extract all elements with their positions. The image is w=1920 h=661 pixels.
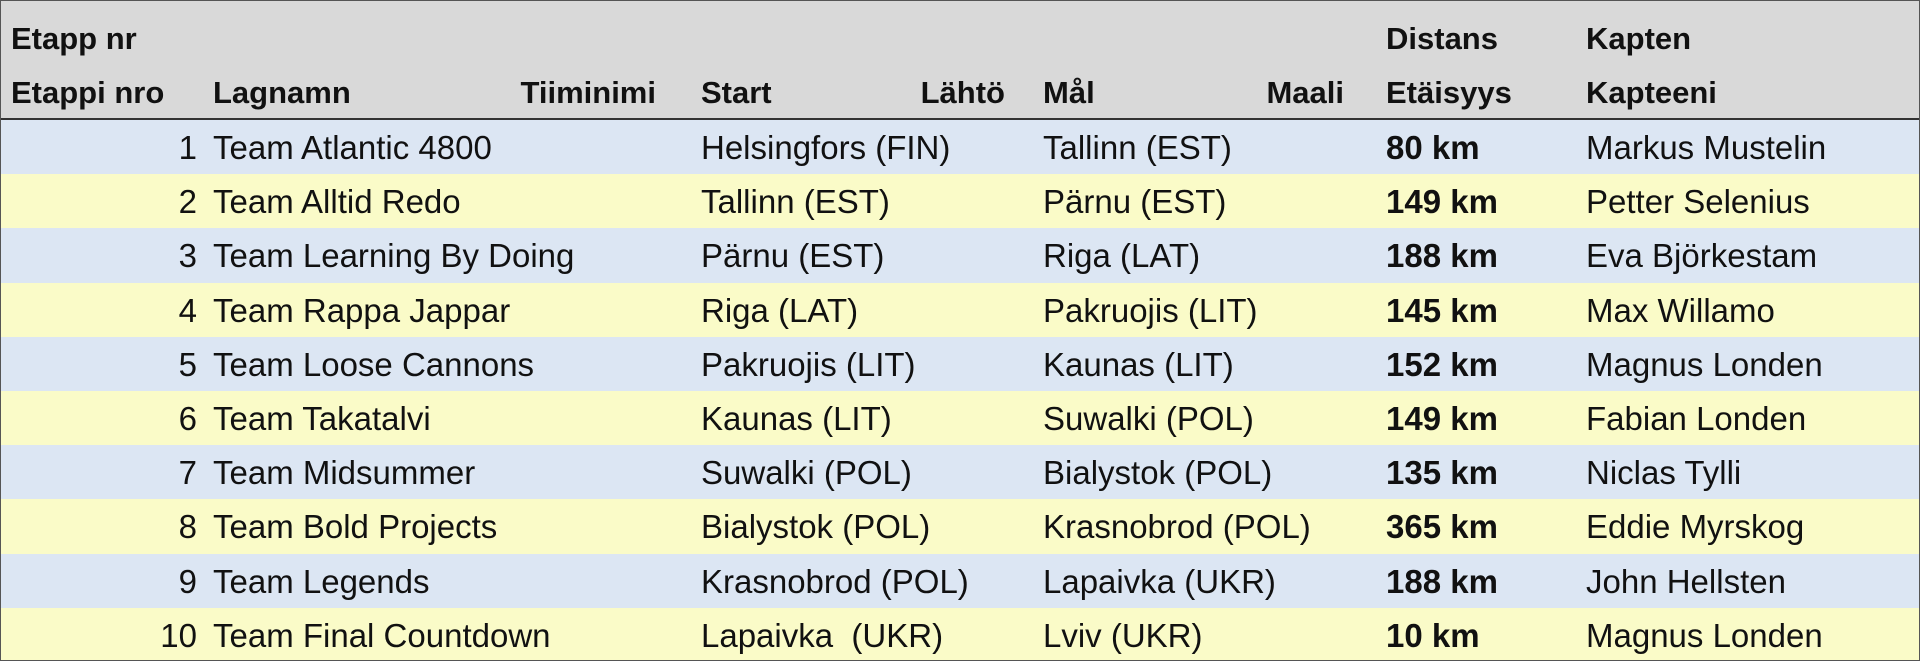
table-row: 3 Team Learning By Doing Pärnu (EST) Riga (… xyxy=(1,228,1919,283)
start-city: Lapaivka (UKR) xyxy=(701,616,944,654)
distance: 135 km xyxy=(1386,454,1498,492)
finish-city: Pakruojis (LIT) xyxy=(1043,291,1258,329)
distance: 149 km xyxy=(1386,400,1498,437)
table-row: 6 Team Takatalvi Kaunas (LIT) Suwalki (POL)… xyxy=(1,391,1919,446)
start-city: Kaunas (LIT) xyxy=(701,400,892,437)
finish-city: Bialystok (POL) xyxy=(1043,454,1273,492)
stage-number: 4 xyxy=(178,291,197,329)
captain: Fabian Londen xyxy=(1586,400,1807,437)
captain: Max Willamo xyxy=(1586,291,1775,329)
start-city: Riga (LAT) xyxy=(701,291,859,329)
start-city: Suwalki (POL) xyxy=(701,454,912,492)
distance: 152 km xyxy=(1386,345,1498,383)
finish-city: Krasnobrod (POL) xyxy=(1043,508,1311,546)
finish-header: Mål xyxy=(1043,75,1095,110)
distance: 80 km xyxy=(1386,129,1480,166)
table-row: 7 Team Midsummer Suwalki (POL) Bialystok (P… xyxy=(1,445,1919,500)
table-row: 10 Team Final Countdown Lapaivka (UKR) Lviv… xyxy=(1,607,1919,660)
team-header: Tiiminimi xyxy=(520,75,656,110)
stage-number: 8 xyxy=(178,508,197,546)
stage-number: 10 xyxy=(160,616,197,654)
distance: 149 km xyxy=(1386,183,1498,221)
team-name: Team Bold Projects xyxy=(213,508,498,546)
finish-city: Kaunas (LIT) xyxy=(1043,345,1234,383)
finish-city: Lviv (UKR) xyxy=(1043,616,1203,654)
stage-number: 6 xyxy=(178,400,197,437)
team-header: Lagnamn xyxy=(213,75,351,110)
team-name: Team Loose Cannons xyxy=(213,345,535,383)
finish-city: Pärnu (EST) xyxy=(1043,183,1227,221)
start-city: Pärnu (EST) xyxy=(701,237,885,275)
distance-header: Etäisyys xyxy=(1386,75,1512,110)
stage-number: 1 xyxy=(178,129,197,166)
start-city: Pakruojis (LIT) xyxy=(701,345,916,383)
stage-number: 9 xyxy=(178,562,197,600)
table-row: 5 Team Loose Cannons Pakruojis (LIT) Kaunas… xyxy=(1,336,1919,391)
start-city: Helsingfors (FIN) xyxy=(701,129,951,166)
distance: 365 km xyxy=(1386,508,1498,546)
finish-city: Tallinn (EST) xyxy=(1043,129,1232,166)
team-name: Team Atlantic 4800 xyxy=(213,129,492,166)
finish-header: Maali xyxy=(1266,75,1344,110)
distance: 10 km xyxy=(1386,616,1480,654)
finish-city: Riga (LAT) xyxy=(1043,237,1201,275)
distance: 188 km xyxy=(1386,237,1498,275)
team-name: Team Final Countdown xyxy=(213,616,551,654)
team-name: Team Learning By Doing xyxy=(213,237,575,275)
stage-number: 7 xyxy=(178,454,197,492)
start-header: Start xyxy=(701,75,772,110)
captain: Markus Mustelin xyxy=(1586,129,1827,166)
captain: Magnus Londen xyxy=(1586,345,1823,383)
table-row: 8 Team Bold Projects Bialystok (POL) Krasno… xyxy=(1,499,1919,554)
table-row: 4 Team Rappa Jappar Riga (LAT) Pakruojis (L… xyxy=(1,282,1919,337)
captain: Petter Selenius xyxy=(1586,183,1810,221)
captain: Eddie Myrskog xyxy=(1586,508,1805,546)
start-city: Krasnobrod (POL) xyxy=(701,562,969,600)
header-row: Etapp nr Etappi nro Lagnamn Tiiminimi Start L… xyxy=(1,1,1919,120)
captain: Niclas Tylli xyxy=(1586,454,1742,492)
stage-number: 5 xyxy=(178,345,197,383)
table-row: 9 Team Legends Krasnobrod (POL) Lapaivka (U… xyxy=(1,553,1919,608)
start-city: Bialystok (POL) xyxy=(701,508,931,546)
team-name: Team Legends xyxy=(213,562,430,600)
captain: John Hellsten xyxy=(1586,562,1786,600)
distance-header: Distans xyxy=(1386,21,1498,56)
captain-header: Kapten xyxy=(1586,21,1692,56)
start-city: Tallinn (EST) xyxy=(701,183,890,221)
team-name: Team Midsummer xyxy=(213,454,476,492)
distance: 188 km xyxy=(1386,562,1498,600)
stage-header: Etapp nr xyxy=(11,21,137,56)
captain: Eva Björkestam xyxy=(1586,237,1818,275)
stage-number: 2 xyxy=(178,183,197,221)
start-header: Lähtö xyxy=(920,75,1005,110)
table-row: 2 Team Alltid Redo Tallinn (EST) Pärnu (EST… xyxy=(1,174,1919,229)
table-row: 1 Team Atlantic 4800 Helsingfors (FIN) Tall… xyxy=(1,120,1919,175)
finish-city: Suwalki (POL) xyxy=(1043,400,1254,437)
stage-header: Etappi nro xyxy=(11,75,165,110)
team-name: Team Alltid Redo xyxy=(213,183,461,221)
team-name: Team Takatalvi xyxy=(213,400,431,437)
finish-city: Lapaivka (UKR) xyxy=(1043,562,1276,600)
distance: 145 km xyxy=(1386,291,1498,329)
stage-number: 3 xyxy=(178,237,197,275)
captain: Magnus Londen xyxy=(1586,616,1823,654)
captain-header: Kapteeni xyxy=(1586,75,1717,110)
team-name: Team Rappa Jappar xyxy=(213,291,511,329)
